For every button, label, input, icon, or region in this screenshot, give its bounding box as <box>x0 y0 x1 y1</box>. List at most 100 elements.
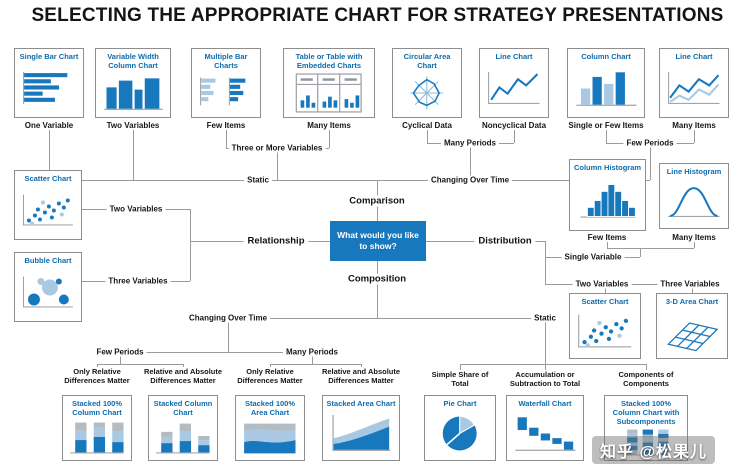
chart-node-pie-chart: Pie Chart <box>424 395 496 461</box>
chart-node-3d-area-chart: 3-D Area Chart <box>656 293 728 359</box>
chart-node-title: Stacked 100% Area Chart <box>244 399 296 417</box>
chart-node-title: Scatter Chart <box>24 174 72 183</box>
chart-node-title: Table or Table with Embedded Charts <box>295 52 363 70</box>
multiple-bar-charts-icon <box>200 77 246 106</box>
branch-label-comparison: Comparison <box>345 195 409 207</box>
connector-line <box>97 364 183 365</box>
waterfall-chart-icon <box>514 417 576 451</box>
pie-chart-icon <box>443 416 477 451</box>
connector-label-static-bottom: Static <box>531 313 559 323</box>
connector-line <box>646 364 647 370</box>
column-histogram-icon <box>580 184 636 218</box>
connector-label-three-variables-left: Three Variables <box>105 276 171 286</box>
chart-node-title: 3-D Area Chart <box>665 297 719 306</box>
chart-node-stacked-column-chart: Stacked Column Chart <box>148 395 218 461</box>
chart-node-scatter-chart-right: Scatter Chart <box>569 293 641 359</box>
connector-line <box>133 130 134 180</box>
chart-node-title: Line Histogram <box>666 167 722 176</box>
connector-line <box>312 352 313 364</box>
connector-line <box>183 364 184 368</box>
chart-node-title: Pie Chart <box>443 399 477 408</box>
single-bar-chart-icon <box>23 72 68 104</box>
chart-node-title: Multiple Bar Charts <box>204 52 248 70</box>
connector-line <box>605 284 606 293</box>
connector-line <box>190 209 191 281</box>
connector-line <box>427 130 428 143</box>
chart-node-scatter-chart-left: Scatter Chart <box>14 170 82 240</box>
connector-line <box>545 364 546 370</box>
connector-line <box>640 248 641 257</box>
area-3d-chart-icon <box>667 322 719 352</box>
chart-node-circular-area-chart: Circular Area Chart <box>392 48 462 118</box>
connector-line <box>270 364 271 368</box>
chart-node-stacked-100-column-chart: Stacked 100% Column Chart <box>62 395 132 461</box>
connector-label-single-variable: Single Variable <box>561 252 625 262</box>
connector-label-static-top: Static <box>244 175 272 185</box>
connector-line <box>606 130 607 143</box>
connector-line <box>228 318 229 352</box>
connector-label-many-periods-bottom: Many Periods <box>282 347 342 357</box>
condition-simple-share-of-total: Simple Share of Total <box>427 370 493 389</box>
multi-line-chart-icon <box>668 72 720 104</box>
watermark: 知乎 @松果儿 <box>592 436 716 464</box>
stacked-100-column-subcomponents-icon <box>623 429 669 456</box>
condition-relative-absolute-right: Relative and Absolute Differences Matter <box>315 367 407 386</box>
condition-relative-absolute-left: Relative and Absolute Differences Matter <box>137 367 229 386</box>
page-title: SELECTING THE APPROPRIATE CHART FOR STRA… <box>31 5 724 26</box>
chart-node-title: Stacked Column Chart <box>153 399 213 417</box>
scatter-chart-icon <box>23 194 73 226</box>
chart-node-line-chart-many: Line Chart <box>659 48 729 118</box>
circular-area-chart-icon <box>410 76 444 110</box>
caption-few-items-histogram: Few Items <box>587 233 627 242</box>
caption-cyclical-data: Cyclical Data <box>402 121 452 130</box>
caption-many-items-line: Many Items <box>672 121 716 130</box>
chart-node-title: Stacked Area Chart <box>326 399 396 408</box>
connector-line <box>545 241 546 284</box>
chart-node-waterfall-chart: Waterfall Chart <box>506 395 584 461</box>
connector-line <box>460 364 646 365</box>
branch-label-relationship: Relationship <box>243 235 309 247</box>
chart-node-line-histogram: Line Histogram <box>659 163 729 229</box>
caption-many-items: Many Items <box>307 121 351 130</box>
chart-node-bubble-chart: Bubble Chart <box>14 252 82 322</box>
chart-node-single-bar-chart: Single Bar Chart <box>14 48 84 118</box>
table-with-embedded-charts-icon <box>295 73 362 113</box>
line-chart-icon <box>488 72 540 104</box>
connector-line <box>514 130 515 143</box>
caption-noncyclical-data: Noncyclical Data <box>481 121 547 130</box>
chart-node-line-chart-noncyclical: Line Chart <box>479 48 549 118</box>
column-chart-icon <box>575 72 637 106</box>
connector-line <box>228 318 545 319</box>
caption-single-or-few-items: Single or Few Items <box>568 121 644 130</box>
connector-label-three-variables-right: Three Variables <box>657 279 723 289</box>
stacked-100-column-chart-icon <box>70 422 124 454</box>
stacked-column-chart-icon <box>156 423 210 454</box>
chart-node-title: Column Chart <box>581 52 631 61</box>
bubble-chart-icon <box>23 276 73 308</box>
connector-label-many-periods-top: Many Periods <box>440 138 500 148</box>
line-histogram-icon <box>668 187 720 217</box>
chart-node-column-chart: Column Chart <box>567 48 645 118</box>
connector-line <box>277 148 278 180</box>
chart-node-column-histogram: Column Histogram <box>569 159 646 231</box>
center-question-box: What would you like to show? <box>330 221 426 261</box>
chart-node-variable-width-column-chart: Variable Width Column Chart <box>95 48 171 118</box>
condition-accumulation-to-total: Accumulation or Subtraction to Total <box>498 370 592 389</box>
connector-line <box>377 180 650 181</box>
connector-line <box>361 364 362 368</box>
condition-components-of-components: Components of Components <box>603 370 689 389</box>
connector-line <box>650 143 651 180</box>
caption-two-variables: Two Variables <box>106 121 160 130</box>
caption-many-items-histogram: Many Items <box>672 233 716 242</box>
chart-node-stacked-100-column-subcomponents: Stacked 100% Column Chart with Subcompon… <box>604 395 688 461</box>
condition-only-relative-right: Only Relative Differences Matter <box>227 367 313 386</box>
chart-node-title: Waterfall Chart <box>518 399 572 408</box>
chart-node-title: Bubble Chart <box>24 256 72 265</box>
chart-node-table-embedded-charts: Table or Table with Embedded Charts <box>283 48 375 118</box>
connector-line <box>694 242 695 248</box>
chart-node-title: Line Chart <box>495 52 533 61</box>
scatter-chart-icon <box>578 314 632 348</box>
stacked-area-chart-icon <box>332 414 390 451</box>
connector-line <box>49 130 50 180</box>
